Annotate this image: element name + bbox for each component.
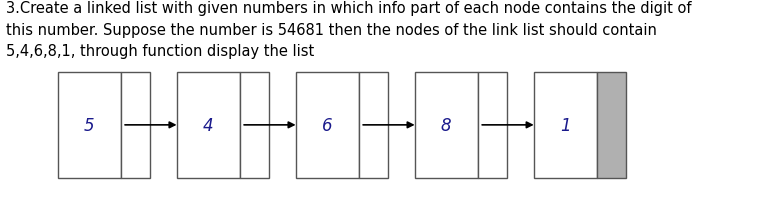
Bar <box>296 73 359 178</box>
Bar <box>177 73 240 178</box>
Bar <box>359 73 388 178</box>
Bar <box>478 73 507 178</box>
Text: 3.Create a linked list with given numbers in which info part of each node contai: 3.Create a linked list with given number… <box>6 1 692 59</box>
Bar <box>240 73 269 178</box>
Bar <box>58 73 121 178</box>
Text: 4: 4 <box>203 116 214 134</box>
Text: 8: 8 <box>441 116 452 134</box>
Bar <box>121 73 150 178</box>
Bar <box>415 73 478 178</box>
Text: 5: 5 <box>84 116 94 134</box>
Text: 6: 6 <box>322 116 333 134</box>
Bar <box>597 73 626 178</box>
Text: 1: 1 <box>560 116 571 134</box>
Bar <box>534 73 597 178</box>
